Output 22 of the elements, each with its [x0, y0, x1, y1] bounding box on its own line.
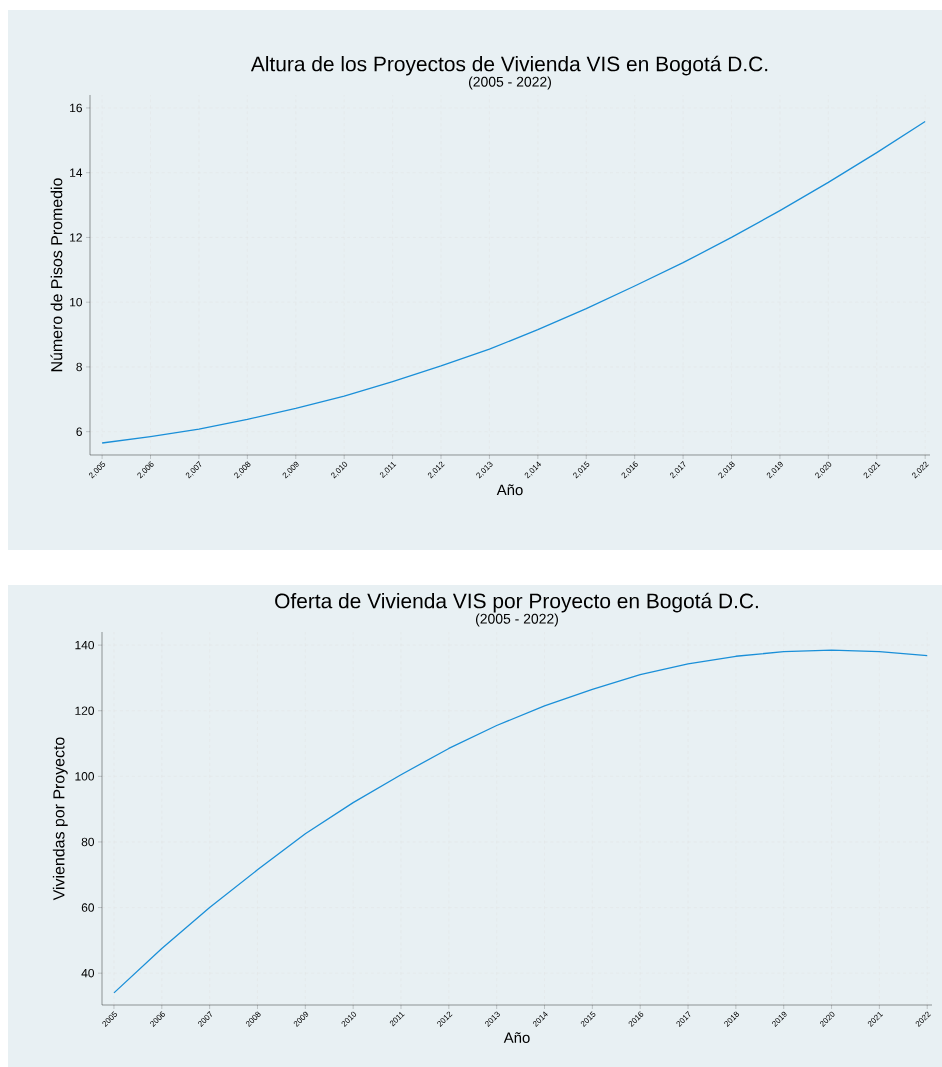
- chart-title: Oferta de Vivienda VIS por Proyecto en Bogotá D.C.: [275, 592, 758, 613]
- y-tick-label: 100: [75, 772, 95, 781]
- y-tick-label: 6: [76, 427, 82, 436]
- y-axis-title: Viviendas por Proyecto: [52, 737, 68, 901]
- y-tick-label: 16: [70, 103, 82, 113]
- x-axis-title: Año: [503, 1032, 530, 1044]
- chart-subtitle: (2005 - 2022): [475, 613, 558, 627]
- y-tick-label: 120: [75, 706, 95, 715]
- y-axis-title: Número de Pisos Promedio: [50, 178, 63, 372]
- y-tick-label: 10: [70, 297, 83, 307]
- line-series: [101, 120, 926, 444]
- y-tick-label: 60: [81, 903, 95, 912]
- chart-title: Altura de los Proyectos de Vivienda VIS en Bogotá D.C.: [250, 55, 768, 76]
- line-series: [113, 649, 928, 994]
- y-tick-label: 40: [81, 968, 95, 978]
- x-axis-title: Año: [496, 484, 523, 496]
- y-tick-label: 140: [75, 640, 95, 650]
- y-tick-label: 8: [76, 362, 82, 372]
- y-tick-label: 14: [70, 168, 83, 177]
- chart-subtitle: (2005 - 2022): [468, 76, 551, 90]
- y-tick-label: 12: [70, 233, 82, 242]
- y-tick-label: 80: [81, 837, 95, 847]
